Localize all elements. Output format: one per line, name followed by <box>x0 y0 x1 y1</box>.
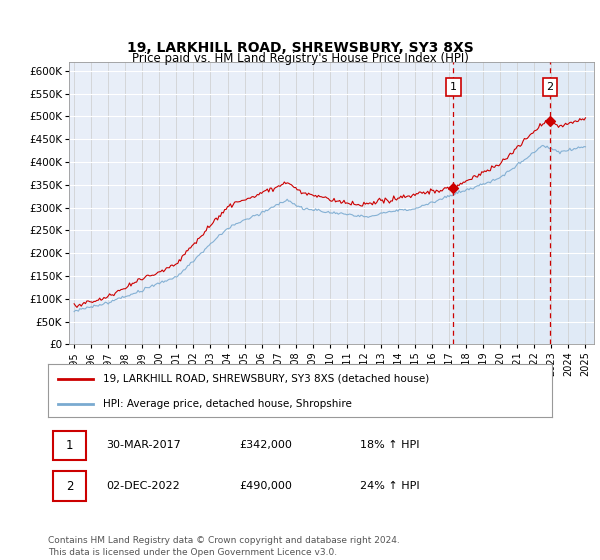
Point <box>449 184 458 193</box>
Text: HPI: Average price, detached house, Shropshire: HPI: Average price, detached house, Shro… <box>103 399 352 409</box>
Text: 30-MAR-2017: 30-MAR-2017 <box>106 440 181 450</box>
Text: Price paid vs. HM Land Registry's House Price Index (HPI): Price paid vs. HM Land Registry's House … <box>131 52 469 66</box>
Text: 19, LARKHILL ROAD, SHREWSBURY, SY3 8XS: 19, LARKHILL ROAD, SHREWSBURY, SY3 8XS <box>127 41 473 55</box>
FancyBboxPatch shape <box>53 431 86 460</box>
Text: 2: 2 <box>65 480 73 493</box>
Point <box>545 116 555 125</box>
Text: 24% ↑ HPI: 24% ↑ HPI <box>361 481 420 491</box>
Text: 02-DEC-2022: 02-DEC-2022 <box>106 481 180 491</box>
Text: £342,000: £342,000 <box>239 440 292 450</box>
Text: £490,000: £490,000 <box>239 481 292 491</box>
Text: 2: 2 <box>547 82 554 92</box>
Text: 19, LARKHILL ROAD, SHREWSBURY, SY3 8XS (detached house): 19, LARKHILL ROAD, SHREWSBURY, SY3 8XS (… <box>103 374 430 384</box>
FancyBboxPatch shape <box>53 472 86 501</box>
Text: 1: 1 <box>450 82 457 92</box>
Text: Contains HM Land Registry data © Crown copyright and database right 2024.
This d: Contains HM Land Registry data © Crown c… <box>48 536 400 557</box>
Text: 18% ↑ HPI: 18% ↑ HPI <box>361 440 420 450</box>
Bar <box>454 62 594 344</box>
Text: 1: 1 <box>65 439 73 452</box>
